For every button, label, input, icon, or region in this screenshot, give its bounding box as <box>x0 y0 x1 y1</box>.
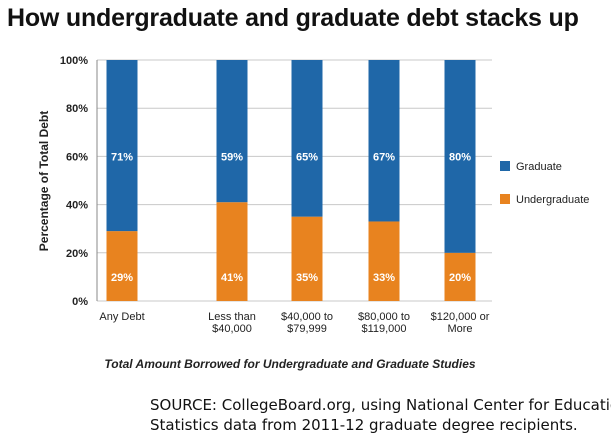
x-tick-label: Less than <box>208 311 256 323</box>
y-tick-label: 100% <box>60 55 88 67</box>
x-tick-label: $40,000 <box>212 323 252 335</box>
data-label: 29% <box>111 272 133 284</box>
source-note: SOURCE: CollegeBoard.org, using National… <box>150 395 611 435</box>
chart-title: How undergraduate and graduate debt stac… <box>7 4 579 32</box>
x-tick-label: $80,000 to <box>358 311 410 323</box>
x-tick-label: Any Debt <box>99 311 144 323</box>
bar-graduate <box>368 60 400 222</box>
y-tick-label: 40% <box>66 200 88 212</box>
bar-graduate <box>291 60 323 217</box>
x-tick-label: $40,000 to <box>281 311 333 323</box>
bar-undergraduate <box>444 252 476 301</box>
bar-undergraduate <box>368 221 400 301</box>
data-label: 33% <box>373 272 395 284</box>
data-label: 59% <box>221 151 243 163</box>
legend-swatch <box>500 194 510 204</box>
x-tick-label: $120,000 or <box>431 311 490 323</box>
y-axis-title: Percentage of Total Debt <box>37 111 51 251</box>
bar-undergraduate <box>106 231 138 301</box>
source-line-2: Statistics data from 2011-12 graduate de… <box>150 416 578 434</box>
bar-graduate <box>216 60 248 203</box>
legend-swatch <box>500 161 510 171</box>
data-label: 67% <box>373 151 395 163</box>
data-label: 20% <box>449 272 471 284</box>
x-tick-label: More <box>447 323 472 335</box>
y-tick-label: 20% <box>66 248 88 260</box>
y-tick-label: 0% <box>72 296 88 308</box>
y-tick-label: 80% <box>66 103 88 115</box>
x-axis-title: Total Amount Borrowed for Undergraduate … <box>104 357 475 371</box>
bar-undergraduate <box>291 216 323 301</box>
source-line-1: SOURCE: CollegeBoard.org, using National… <box>150 396 611 414</box>
x-tick-label: $119,000 <box>361 323 406 335</box>
bar-graduate <box>444 60 476 253</box>
data-label: 41% <box>221 272 243 284</box>
data-label: 35% <box>296 272 318 284</box>
data-label: 65% <box>296 151 318 163</box>
bar-graduate <box>106 60 138 232</box>
legend-label: Undergraduate <box>516 194 589 206</box>
legend-label: Graduate <box>516 161 562 173</box>
data-label: 71% <box>111 151 133 163</box>
bar-undergraduate <box>216 202 248 301</box>
data-label: 80% <box>449 151 471 163</box>
y-tick-label: 60% <box>66 151 88 163</box>
x-tick-label: $79,999 <box>287 323 327 335</box>
